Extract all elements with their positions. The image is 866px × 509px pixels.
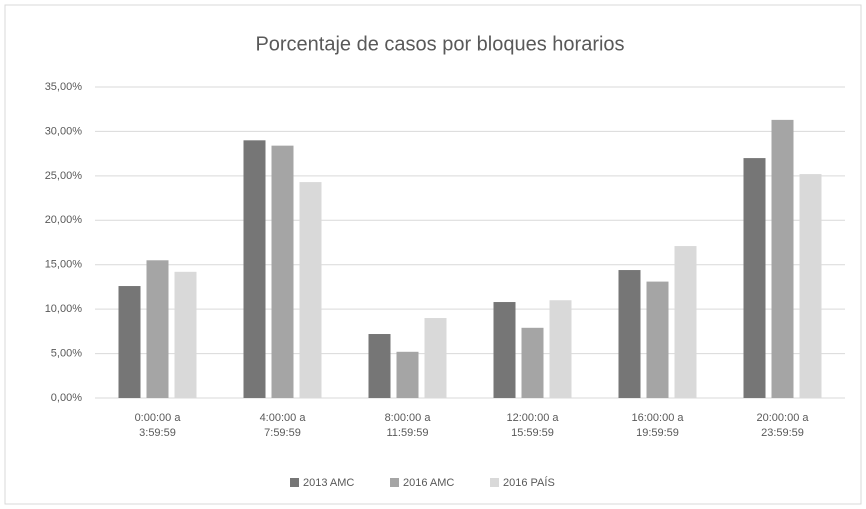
bar <box>618 270 641 398</box>
bar <box>424 318 447 398</box>
y-tick-label: 0,00% <box>51 392 82 404</box>
bar <box>271 145 294 398</box>
legend-swatch <box>290 478 299 487</box>
x-tick-label: 8:00:00 a 11:59:59 <box>384 412 431 439</box>
legend-label: 2016 PAÍS <box>503 476 555 489</box>
bar <box>174 271 197 398</box>
bar <box>146 260 169 398</box>
bar <box>771 119 794 399</box>
bar <box>549 300 572 398</box>
legend-label: 2013 AMC <box>303 477 354 489</box>
bar <box>299 182 322 398</box>
x-tick-label: 12:00:00 a 15:59:59 <box>506 412 559 439</box>
x-tick-label: 16:00:00 a 19:59:59 <box>631 412 684 439</box>
bar <box>243 140 266 399</box>
chart-title: Porcentaje de casos por bloques horarios <box>255 33 624 55</box>
bar <box>674 246 697 398</box>
y-tick-label: 35,00% <box>45 81 83 93</box>
legend-swatch <box>390 478 399 487</box>
x-tick-label: 4:00:00 a 7:59:59 <box>259 412 306 439</box>
legend-swatch <box>490 478 499 487</box>
bar <box>743 158 766 398</box>
bar <box>521 327 544 398</box>
bar <box>799 174 822 398</box>
bar <box>396 351 419 398</box>
bar <box>493 302 516 398</box>
bar <box>118 286 141 398</box>
y-tick-label: 15,00% <box>45 259 83 271</box>
y-tick-label: 30,00% <box>45 125 83 137</box>
x-tick-label: 20:00:00 a 23:59:59 <box>756 412 809 439</box>
chart-frame <box>4 4 862 505</box>
y-tick-label: 25,00% <box>45 170 83 182</box>
bar <box>646 281 669 398</box>
y-tick-label: 20,00% <box>45 214 83 226</box>
y-tick-label: 10,00% <box>45 303 83 315</box>
y-tick-label: 5,00% <box>51 347 82 359</box>
bar <box>368 334 391 398</box>
legend-label: 2016 AMC <box>403 477 454 489</box>
x-tick-label: 0:00:00 a 3:59:59 <box>134 412 181 439</box>
